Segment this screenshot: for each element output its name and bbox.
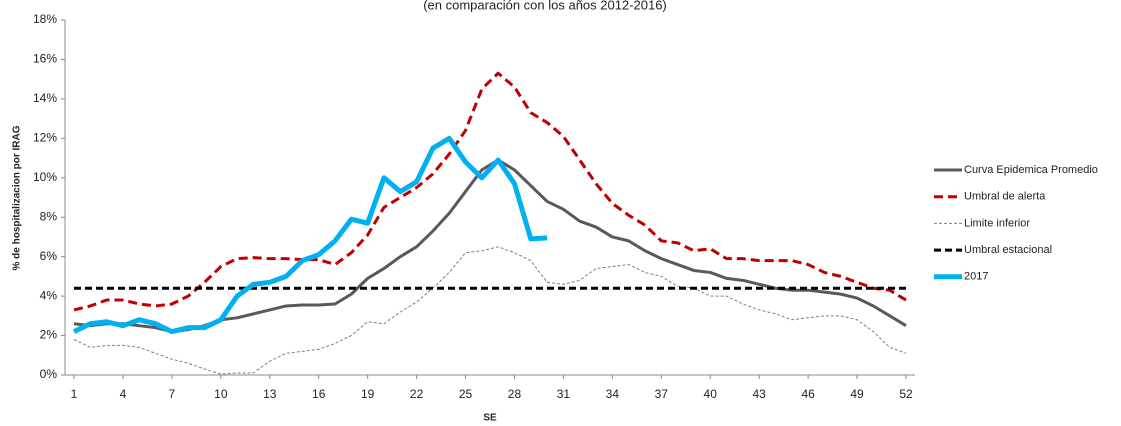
series-line <box>73 71 907 312</box>
series-line <box>72 135 548 335</box>
x-tick-label: 13 <box>263 387 277 401</box>
legend-label: Umbral de alerta <box>964 191 1046 203</box>
x-tick-label: 7 <box>169 387 176 401</box>
legend-label: Umbral estacional <box>964 244 1052 256</box>
x-tick-label: 22 <box>410 387 424 401</box>
y-tick-label: 14% <box>33 91 57 105</box>
x-tick-label: 4 <box>120 387 127 401</box>
y-tick-label: 10% <box>33 170 57 184</box>
y-axis-title: % de hospitalizacion por IRAG <box>12 125 23 270</box>
x-tick-label: 40 <box>704 387 718 401</box>
x-tick-label: 31 <box>557 387 571 401</box>
y-tick-label: 2% <box>40 328 58 342</box>
y-tick-label: 12% <box>33 131 57 145</box>
legend-label: Limite inferior <box>964 217 1030 229</box>
y-tick-label: 4% <box>40 288 58 302</box>
x-tick-label: 34 <box>606 387 620 401</box>
x-tick-label: 16 <box>312 387 326 401</box>
x-tick-label: 37 <box>655 387 669 401</box>
series-line <box>73 158 907 334</box>
y-tick-label: 18% <box>33 12 57 26</box>
x-tick-label: 1 <box>71 387 78 401</box>
legend-label: 2017 <box>964 271 988 283</box>
x-tick-label: 19 <box>361 387 375 401</box>
x-axis-title: SE <box>483 413 497 424</box>
series-line <box>73 246 907 375</box>
x-tick-label: 25 <box>459 387 473 401</box>
x-tick-label: 43 <box>752 387 766 401</box>
x-tick-label: 52 <box>899 387 913 401</box>
x-tick-label: 28 <box>508 387 522 401</box>
y-tick-label: 8% <box>40 209 58 223</box>
y-tick-label: 16% <box>33 52 57 66</box>
x-tick-label: 49 <box>850 387 864 401</box>
chart-title: (en comparación con los años 2012-2016) <box>423 0 667 12</box>
y-tick-label: 6% <box>40 249 58 263</box>
x-tick-label: 10 <box>214 387 228 401</box>
legend-label: Curva Epidemica Promedio <box>964 164 1098 176</box>
y-tick-label: 0% <box>40 367 58 381</box>
x-tick-label: 46 <box>801 387 815 401</box>
